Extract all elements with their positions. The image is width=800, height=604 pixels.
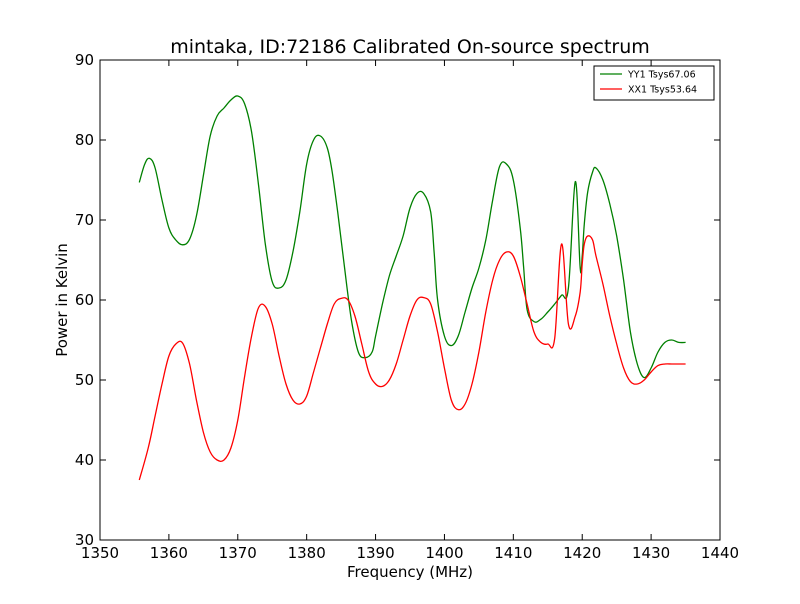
x-tick-label: 1350 <box>81 544 119 562</box>
legend: YY1 Tsys67.06 XX1 Tsys53.64 <box>593 65 715 101</box>
y-axis: 30 40 50 60 70 80 90 <box>75 51 720 549</box>
legend-label-1: YY1 Tsys67.06 <box>627 70 696 81</box>
y-tick-label: 90 <box>75 51 94 69</box>
y-tick-label: 60 <box>75 291 94 309</box>
x-tick-label: 1440 <box>701 544 739 562</box>
y-tick-label: 30 <box>75 531 94 549</box>
y-tick-label: 70 <box>75 211 94 229</box>
x-tick-label: 1390 <box>356 544 394 562</box>
y-axis-label: Power in Kelvin <box>53 243 71 357</box>
x-tick-label: 1360 <box>150 544 188 562</box>
x-tick-label: 1430 <box>632 544 670 562</box>
x-tick-label: 1380 <box>288 544 326 562</box>
y-tick-label: 50 <box>75 371 94 389</box>
y-tick-label: 40 <box>75 451 94 469</box>
x-tick-label: 1400 <box>425 544 463 562</box>
legend-label-2: XX1 Tsys53.64 <box>628 85 697 96</box>
series-line-1 <box>138 95 686 379</box>
series-layer <box>138 95 686 481</box>
x-axis-label: Frequency (MHz) <box>347 563 473 581</box>
x-tick-label: 1410 <box>494 544 532 562</box>
x-tick-label: 1370 <box>219 544 257 562</box>
x-tick-label: 1420 <box>563 544 601 562</box>
x-axis: 1350 1360 1370 1380 1390 1400 1410 1420 1430 1440 <box>81 60 739 562</box>
chart-title: mintaka, ID:72186 Calibrated On-source s… <box>170 36 650 58</box>
plot-area <box>100 60 720 540</box>
series-line-2 <box>138 235 686 481</box>
y-tick-label: 80 <box>75 131 94 149</box>
legend-box <box>593 65 715 101</box>
